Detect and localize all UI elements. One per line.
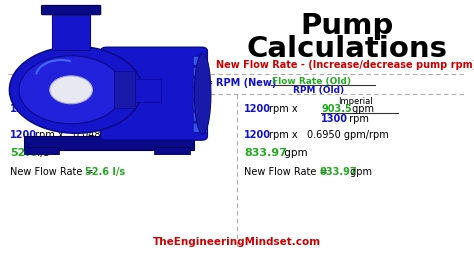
Text: New Flow Rate =: New Flow Rate = (10, 167, 97, 177)
Text: 1200: 1200 (10, 104, 37, 114)
Text: rpm x   0.0483 l/s.rpm: rpm x 0.0483 l/s.rpm (35, 130, 144, 140)
FancyBboxPatch shape (42, 5, 100, 15)
Text: 833.97: 833.97 (319, 167, 356, 177)
Text: gpm: gpm (281, 148, 308, 158)
Text: rpm x: rpm x (269, 104, 298, 114)
Text: 903.5: 903.5 (322, 104, 353, 114)
Text: rpm: rpm (112, 114, 135, 124)
Text: TheEngineeringMindset.com: TheEngineeringMindset.com (153, 237, 321, 247)
FancyBboxPatch shape (135, 79, 161, 102)
FancyBboxPatch shape (24, 147, 59, 155)
FancyBboxPatch shape (193, 101, 207, 110)
FancyBboxPatch shape (193, 67, 207, 77)
Text: Imperial: Imperial (337, 97, 372, 106)
Text: 52.6 l/s: 52.6 l/s (85, 167, 125, 177)
Text: l/s: l/s (100, 104, 114, 114)
Text: New Flow Rate - (Increase/decrease pump rpm): New Flow Rate - (Increase/decrease pump … (217, 60, 474, 70)
Text: l/s: l/s (34, 148, 49, 158)
Text: 1200: 1200 (244, 104, 271, 114)
Text: rpm x: rpm x (35, 104, 64, 114)
Text: gpm: gpm (349, 104, 374, 114)
Text: 1300: 1300 (87, 114, 114, 124)
FancyBboxPatch shape (193, 90, 207, 99)
Circle shape (9, 46, 142, 133)
Text: New Flow Rate =: New Flow Rate = (244, 167, 331, 177)
FancyBboxPatch shape (154, 147, 190, 155)
Text: 1200: 1200 (244, 130, 271, 140)
Circle shape (19, 56, 123, 124)
Text: Flow Rate (Old): Flow Rate (Old) (272, 77, 351, 86)
Text: =: = (205, 78, 213, 88)
Circle shape (50, 76, 92, 104)
Text: RPM (Old): RPM (Old) (293, 86, 344, 95)
Text: Pump: Pump (301, 12, 393, 40)
Text: 833.97: 833.97 (244, 148, 287, 158)
FancyBboxPatch shape (193, 78, 207, 88)
FancyBboxPatch shape (100, 47, 208, 140)
Text: Calculations: Calculations (246, 35, 447, 63)
Text: rpm: rpm (346, 114, 369, 124)
Text: rpm x   0.6950 gpm/rpm: rpm x 0.6950 gpm/rpm (269, 130, 389, 140)
FancyBboxPatch shape (193, 56, 207, 65)
Text: gpm: gpm (347, 167, 372, 177)
FancyBboxPatch shape (24, 136, 194, 150)
Text: 57: 57 (88, 104, 101, 114)
Ellipse shape (194, 53, 211, 134)
Text: 1200: 1200 (10, 130, 37, 140)
Text: 1300: 1300 (321, 114, 348, 124)
Text: Metric: Metric (102, 97, 128, 106)
FancyBboxPatch shape (193, 123, 207, 132)
FancyBboxPatch shape (193, 112, 207, 121)
Text: Flow Rate (New): Flow Rate (New) (112, 78, 202, 88)
FancyBboxPatch shape (114, 71, 135, 108)
FancyBboxPatch shape (52, 11, 90, 50)
Text: Formula:: Formula: (68, 78, 117, 88)
Text: RPM (New): RPM (New) (216, 78, 276, 88)
Text: 52.6: 52.6 (10, 148, 37, 158)
